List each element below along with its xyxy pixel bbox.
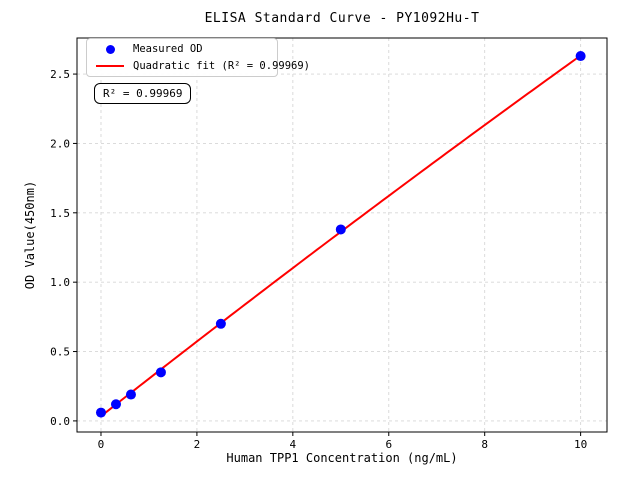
r-squared-annotation: R² = 0.99969 <box>94 83 192 104</box>
x-tick-label: 4 <box>290 438 297 451</box>
y-tick-label: 0.5 <box>50 346 70 359</box>
y-tick-label: 1.0 <box>50 276 70 289</box>
scatter-dot-icon <box>105 44 115 54</box>
plot-border <box>76 37 608 433</box>
x-tick-label: 8 <box>481 438 488 451</box>
x-tick-label: 6 <box>385 438 392 451</box>
x-tick-label: 0 <box>98 438 105 451</box>
quadratic-fit-line <box>100 54 582 417</box>
legend-label-quadratic-fit: Quadratic fit (R² = 0.99969) <box>133 59 311 72</box>
y-tick-label: 0.0 <box>50 415 70 428</box>
data-point <box>110 399 121 410</box>
fit-line-icon <box>96 64 124 67</box>
data-point <box>95 407 106 418</box>
x-axis-label: Human TPP1 Concentration (ng/mL) <box>226 451 458 465</box>
x-tick-label: 2 <box>194 438 201 451</box>
legend-label-measured-od: Measured OD <box>133 43 203 56</box>
y-tick-label: 2.0 <box>50 137 70 150</box>
x-tick-label: 10 <box>574 438 587 451</box>
data-point <box>335 224 346 235</box>
legend-marker-cell <box>93 44 127 54</box>
y-axis-label: OD Value(450nm) <box>23 180 37 290</box>
legend-box: Measured OD Quadratic fit (R² = 0.99969) <box>86 38 310 77</box>
data-point <box>575 51 586 62</box>
data-point <box>125 389 136 400</box>
legend-item-measured-od: Measured OD <box>93 41 271 57</box>
legend-marker-cell <box>93 64 127 67</box>
y-tick-label: 2.5 <box>50 68 70 81</box>
y-tick-label: 1.5 <box>50 207 70 220</box>
data-point <box>155 367 166 378</box>
data-point <box>215 318 226 329</box>
chart-title: ELISA Standard Curve - PY1092Hu-T <box>204 11 480 26</box>
legend-item-quadratic-fit: Quadratic fit (R² = 0.99969) <box>93 58 310 74</box>
